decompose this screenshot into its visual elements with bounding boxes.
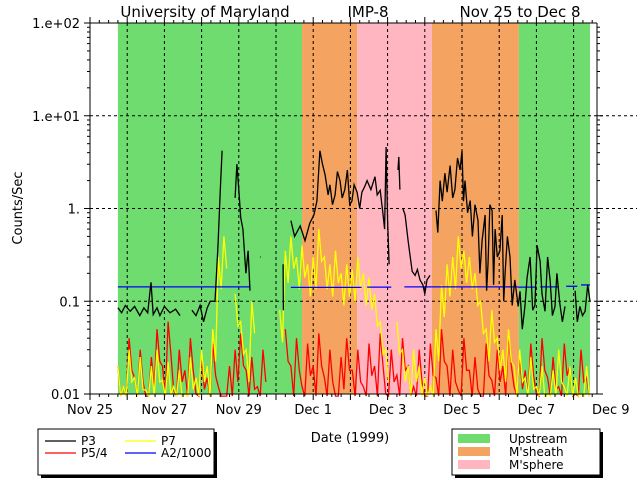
series-p3 (290, 146, 390, 265)
series-p3 (234, 164, 251, 291)
series-p3 (574, 284, 591, 322)
x-tick-label: Dec 1 (294, 403, 332, 418)
y-tick-label: 0.01 (51, 388, 80, 403)
x-tick-label: Nov 25 (67, 403, 113, 418)
legend-region-label: Upstream (509, 432, 567, 446)
x-tick-label: Nov 27 (141, 403, 187, 418)
legend-label: P7 (161, 434, 176, 448)
series-p7 (117, 236, 228, 399)
series-p3 (117, 282, 181, 318)
y-axis-label: Counts/Sec (11, 171, 26, 244)
series-lines (117, 146, 591, 399)
y-tick-label: 1.e+01 (32, 110, 80, 125)
region-band-2 (357, 23, 432, 394)
y-tick-label: 0.1 (59, 295, 80, 310)
title-date-range: Nov 25 to Dec 8 (459, 3, 580, 21)
series-p3 (402, 208, 431, 295)
axes: Nov 25 Nov 27 Nov 29 Dec 1 Dec 3 Dec 5 Dec 7 De… (32, 17, 630, 418)
legend-label: A2/1000 (161, 446, 211, 460)
x-tick-label: Dec 5 (443, 403, 481, 418)
series-p7 (396, 236, 591, 398)
series-p7 (279, 229, 390, 382)
x-axis-label: Date (1999) (311, 431, 389, 446)
series-p3 (435, 150, 566, 330)
legend-label: P5/4 (81, 446, 108, 460)
legend-region-swatch-1 (458, 447, 490, 456)
x-tick-label: Dec 9 (592, 403, 630, 418)
series-p3 (191, 150, 223, 322)
legend-region-label: M'sheath (509, 445, 564, 459)
region-band-1 (302, 23, 358, 394)
y-tick-label: 1.e+02 (32, 17, 80, 32)
legend-region-label: M'sphere (509, 458, 564, 472)
grid-lines (90, 23, 637, 394)
y-tick-label: 1. (68, 203, 80, 218)
x-tick-label: Dec 7 (518, 403, 556, 418)
series-p3 (397, 156, 401, 190)
legend-region-swatch-2 (458, 460, 490, 469)
series-p7 (234, 293, 256, 382)
x-tick-label: Nov 29 (216, 403, 262, 418)
legend-label: P3 (81, 434, 96, 448)
legend-region-swatch-0 (458, 434, 490, 443)
x-tick-label: Dec 3 (369, 403, 407, 418)
title-institution: University of Maryland (120, 3, 289, 21)
title-spacecraft: IMP-8 (347, 3, 388, 21)
